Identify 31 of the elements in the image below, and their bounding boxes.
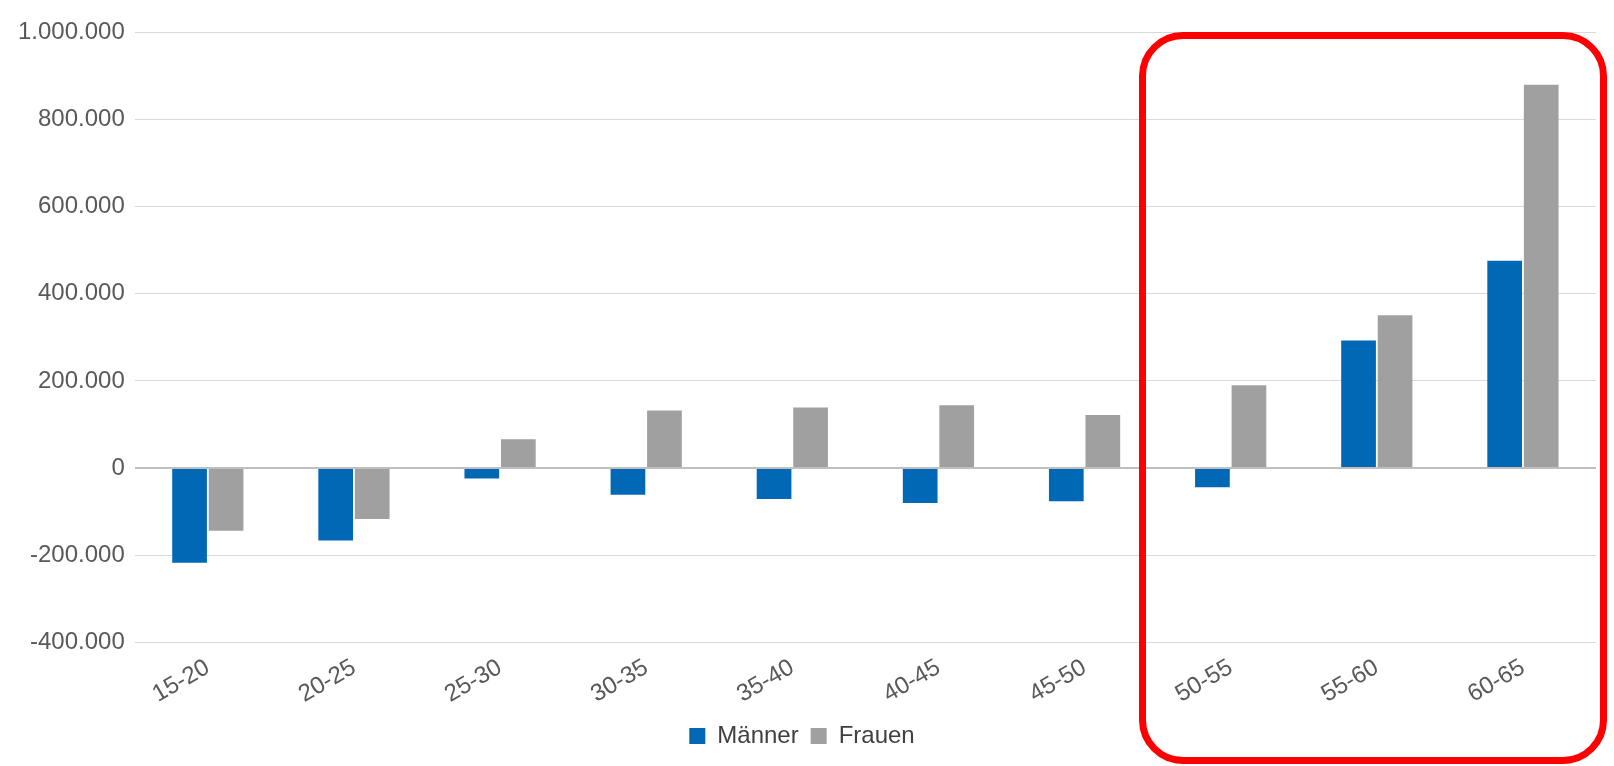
y-tick-label: -200.000 [30, 539, 125, 567]
bar [756, 469, 792, 500]
x-tick-label: 45-50 [1023, 652, 1091, 707]
bar [793, 407, 828, 468]
bar [500, 439, 536, 468]
bar [1523, 84, 1559, 468]
bar [1048, 469, 1084, 502]
legend-label: Frauen [838, 720, 915, 748]
bar [208, 469, 244, 531]
bar [647, 410, 682, 468]
bar [902, 469, 938, 503]
bar [1085, 414, 1121, 468]
bar [318, 469, 354, 541]
bar [1487, 260, 1523, 468]
legend-label: Männer [717, 720, 799, 748]
y-tick-label: 200.000 [38, 365, 125, 393]
y-tick-label: 400.000 [38, 278, 125, 306]
y-tick-label: 600.000 [38, 191, 125, 219]
y-tick-label: 0 [111, 452, 125, 480]
bar [610, 469, 646, 495]
y-tick-label: 1.000.000 [17, 17, 125, 45]
bar [1341, 340, 1376, 468]
bar [939, 405, 975, 468]
bar [464, 469, 500, 479]
bar [354, 469, 390, 520]
bar [172, 469, 207, 563]
y-tick-label: 800.000 [38, 104, 125, 132]
y-tick-label: -400.000 [30, 626, 125, 654]
bar [1195, 469, 1230, 488]
bar [1377, 315, 1413, 468]
bar [1231, 385, 1267, 468]
